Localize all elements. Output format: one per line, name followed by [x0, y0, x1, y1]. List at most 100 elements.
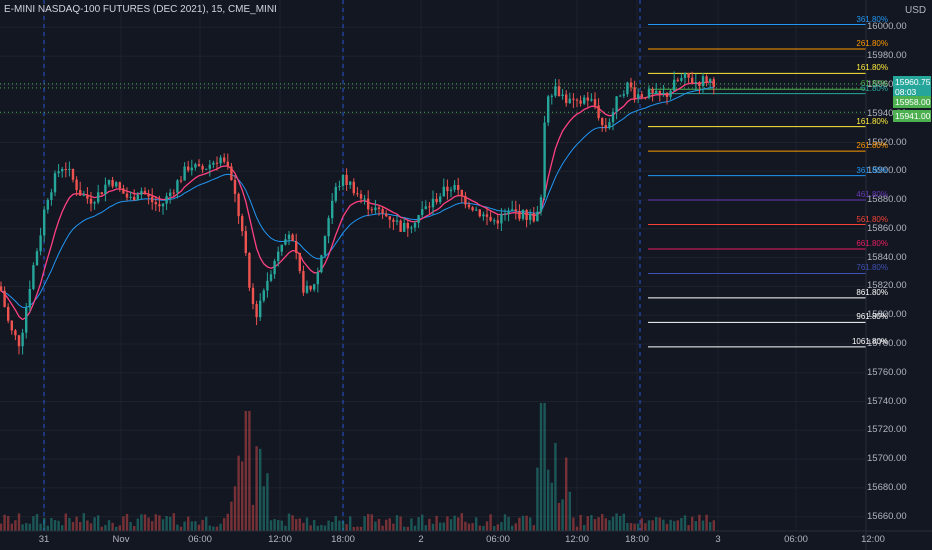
volume-bar	[237, 455, 240, 531]
time-tick-label: 3	[715, 534, 721, 545]
candle-body	[511, 209, 514, 211]
fib-label: 361.80%	[856, 165, 888, 175]
candle-body	[629, 82, 633, 88]
volume-bar	[226, 513, 229, 531]
candle-body	[349, 181, 352, 185]
volume-bar	[601, 514, 604, 531]
volume-bar	[233, 486, 237, 531]
volume-bar	[691, 516, 694, 531]
candle-body	[194, 164, 197, 168]
fib-label: 761.80%	[856, 263, 888, 273]
candle-body	[439, 196, 442, 203]
candle-body	[111, 179, 114, 187]
candle-body	[698, 82, 701, 87]
candle-body	[521, 209, 525, 219]
volume-bar	[619, 515, 622, 531]
candle-body	[557, 86, 561, 97]
volume-bar	[597, 517, 600, 531]
candle-body	[169, 192, 172, 197]
fib-label: 861.80%	[856, 287, 888, 297]
candle-body	[359, 194, 363, 199]
volume-bar	[417, 517, 420, 531]
candle-body	[593, 99, 597, 106]
candle-body	[633, 87, 636, 99]
candle-body	[590, 99, 593, 101]
candle-body	[86, 194, 89, 199]
candle-body	[35, 251, 39, 266]
candle-body	[392, 219, 395, 222]
candle-body	[0, 286, 3, 291]
candle-body	[370, 209, 373, 211]
candle-body	[3, 290, 6, 307]
candle-body	[525, 209, 528, 220]
volume-bar	[305, 517, 309, 531]
volume-bar	[453, 515, 456, 531]
candle-body	[118, 182, 121, 189]
candle-body	[161, 203, 165, 207]
volume-bar	[406, 526, 409, 531]
candle-body	[413, 223, 417, 228]
volume-bar	[374, 521, 377, 531]
volume-bar	[449, 519, 453, 531]
volume-bar	[57, 520, 60, 531]
candle-body	[539, 197, 543, 212]
price-tick-label: 15960.00	[867, 78, 907, 90]
volume-bar	[118, 525, 121, 531]
fib-label: 161.80%	[856, 63, 888, 73]
volume-bar	[28, 523, 31, 531]
volume-bar	[651, 520, 654, 531]
candle-body	[601, 118, 604, 126]
time-tick-label: 18:00	[331, 534, 355, 545]
candle-body	[442, 186, 445, 197]
candle-body	[385, 213, 388, 217]
volume-bar	[352, 526, 355, 531]
grid-lines	[0, 0, 866, 531]
candle-body	[417, 215, 420, 224]
volume-bar	[579, 514, 582, 531]
candle-body	[680, 77, 683, 81]
candle-body	[388, 216, 391, 220]
volume-bar	[219, 523, 222, 531]
candle-body	[39, 235, 42, 252]
volume-bar	[359, 526, 363, 531]
candle-body	[658, 90, 661, 94]
candle-body	[665, 92, 669, 97]
volume-bar	[626, 522, 629, 531]
volume-bar	[557, 502, 561, 531]
fib-label: 561.80%	[856, 214, 888, 224]
volume-bar	[676, 520, 679, 531]
volume-bar	[439, 522, 442, 531]
volume-bar	[629, 523, 633, 531]
volume-bar	[291, 515, 294, 531]
volume-bars	[0, 403, 715, 531]
price-tick-label: 15820.00	[867, 280, 907, 292]
candle-body	[241, 216, 244, 232]
volume-bar	[212, 526, 215, 531]
candle-body	[215, 162, 219, 164]
volume-bar	[143, 514, 147, 531]
candle-body	[219, 157, 222, 164]
candle-body	[79, 190, 82, 196]
candle-body	[237, 193, 240, 217]
volume-bar	[460, 513, 463, 531]
volume-bar	[673, 521, 676, 531]
volume-bar	[259, 448, 262, 531]
volume-bar	[399, 516, 402, 531]
candle-body	[550, 95, 553, 97]
volume-bar	[89, 523, 93, 531]
candle-body	[694, 82, 697, 84]
volume-bar	[25, 523, 28, 531]
volume-bar	[503, 514, 507, 531]
candle-body	[467, 204, 471, 208]
candle-body	[622, 94, 625, 96]
candle-body	[21, 332, 24, 347]
candle-body	[133, 196, 136, 201]
volume-bar	[442, 522, 445, 531]
candle-body	[662, 92, 665, 94]
volume-bar	[53, 520, 57, 531]
candle-body	[266, 280, 269, 291]
volume-bar	[575, 526, 579, 531]
volume-bar	[669, 519, 672, 531]
volume-bar	[140, 514, 143, 531]
